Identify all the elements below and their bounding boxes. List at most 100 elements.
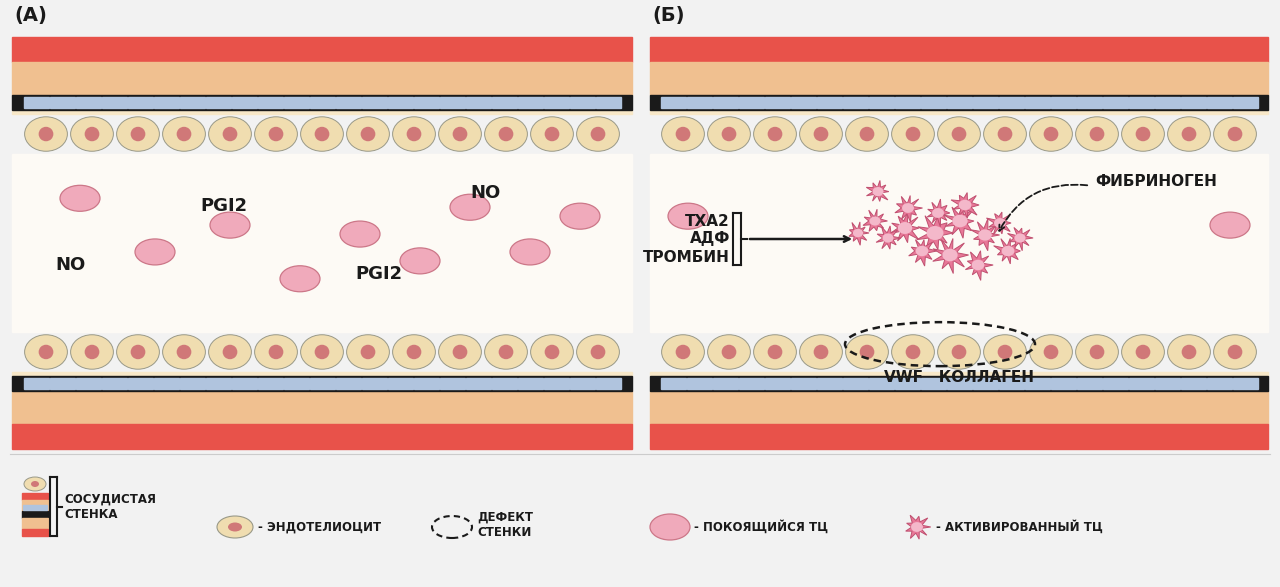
Ellipse shape — [1181, 345, 1197, 359]
Bar — [154, 379, 178, 389]
Ellipse shape — [1015, 234, 1025, 242]
Bar — [23, 97, 49, 107]
Bar — [517, 97, 543, 107]
Ellipse shape — [70, 117, 114, 151]
Ellipse shape — [1002, 246, 1014, 257]
Text: PGI2: PGI2 — [355, 265, 402, 283]
Text: - ПОКОЯЩИЙСЯ ТЦ: - ПОКОЯЩИЙСЯ ТЦ — [694, 520, 828, 534]
Ellipse shape — [882, 234, 893, 242]
Polygon shape — [906, 515, 931, 539]
Text: NO: NO — [55, 256, 86, 274]
Bar — [544, 379, 568, 389]
Ellipse shape — [1121, 335, 1165, 369]
Ellipse shape — [1043, 345, 1059, 359]
Ellipse shape — [800, 335, 842, 369]
Ellipse shape — [531, 117, 573, 151]
Ellipse shape — [1089, 345, 1105, 359]
Polygon shape — [927, 199, 950, 227]
Ellipse shape — [708, 117, 750, 151]
Bar — [895, 379, 919, 389]
Ellipse shape — [255, 335, 297, 369]
Bar — [713, 97, 737, 107]
Ellipse shape — [163, 335, 205, 369]
Text: ФИБРИНОГЕН: ФИБРИНОГЕН — [1094, 174, 1217, 189]
Bar — [439, 97, 465, 107]
Ellipse shape — [650, 514, 690, 540]
Ellipse shape — [676, 345, 690, 359]
Bar — [650, 424, 1268, 449]
Ellipse shape — [1213, 117, 1257, 151]
Ellipse shape — [84, 345, 100, 359]
Ellipse shape — [959, 200, 972, 210]
Bar — [22, 529, 49, 536]
Ellipse shape — [942, 249, 957, 261]
Bar — [22, 493, 49, 500]
Bar — [650, 376, 1268, 392]
Polygon shape — [933, 238, 969, 274]
Bar — [1180, 97, 1206, 107]
Ellipse shape — [814, 345, 828, 359]
Bar — [101, 97, 127, 107]
Ellipse shape — [1228, 127, 1243, 141]
Polygon shape — [876, 226, 901, 249]
Ellipse shape — [177, 345, 192, 359]
Bar — [1129, 379, 1153, 389]
Bar — [76, 97, 101, 107]
Bar — [1051, 97, 1075, 107]
Ellipse shape — [997, 345, 1012, 359]
Ellipse shape — [892, 117, 934, 151]
Bar — [101, 379, 127, 389]
Polygon shape — [849, 222, 869, 245]
Bar — [1233, 379, 1257, 389]
Bar — [232, 97, 256, 107]
Bar — [739, 97, 763, 107]
Bar — [12, 37, 632, 62]
Ellipse shape — [485, 335, 527, 369]
Bar — [179, 379, 205, 389]
Polygon shape — [951, 193, 979, 218]
Text: PGI2: PGI2 — [200, 197, 247, 215]
Bar — [570, 379, 594, 389]
Ellipse shape — [60, 185, 100, 211]
Bar — [713, 379, 737, 389]
Ellipse shape — [676, 127, 690, 141]
Ellipse shape — [269, 127, 283, 141]
Bar — [998, 97, 1024, 107]
Ellipse shape — [722, 127, 736, 141]
Ellipse shape — [662, 117, 704, 151]
Ellipse shape — [754, 335, 796, 369]
Ellipse shape — [1089, 127, 1105, 141]
Ellipse shape — [892, 335, 934, 369]
Ellipse shape — [531, 335, 573, 369]
Bar — [595, 97, 621, 107]
Ellipse shape — [708, 335, 750, 369]
Ellipse shape — [915, 246, 928, 257]
Ellipse shape — [116, 335, 160, 369]
Ellipse shape — [347, 335, 389, 369]
Ellipse shape — [453, 127, 467, 141]
Ellipse shape — [134, 239, 175, 265]
Bar — [12, 95, 632, 110]
Ellipse shape — [407, 345, 421, 359]
Ellipse shape — [768, 345, 782, 359]
Text: VWF   КОЛЛАГЕН: VWF КОЛЛАГЕН — [884, 370, 1034, 385]
Bar — [895, 97, 919, 107]
Bar — [817, 97, 841, 107]
Ellipse shape — [911, 522, 923, 532]
Text: - АКТИВИРОВАННЫЙ ТЦ: - АКТИВИРОВАННЫЙ ТЦ — [936, 520, 1103, 534]
Bar — [973, 97, 997, 107]
Ellipse shape — [768, 127, 782, 141]
Ellipse shape — [1135, 127, 1151, 141]
Ellipse shape — [869, 217, 881, 225]
Polygon shape — [965, 251, 993, 281]
Ellipse shape — [228, 522, 242, 531]
Ellipse shape — [906, 127, 920, 141]
Ellipse shape — [361, 345, 375, 359]
Polygon shape — [895, 195, 923, 222]
Ellipse shape — [451, 194, 490, 220]
Ellipse shape — [754, 117, 796, 151]
Bar — [660, 379, 686, 389]
Bar — [439, 379, 465, 389]
Bar — [920, 97, 946, 107]
Bar — [791, 379, 815, 389]
